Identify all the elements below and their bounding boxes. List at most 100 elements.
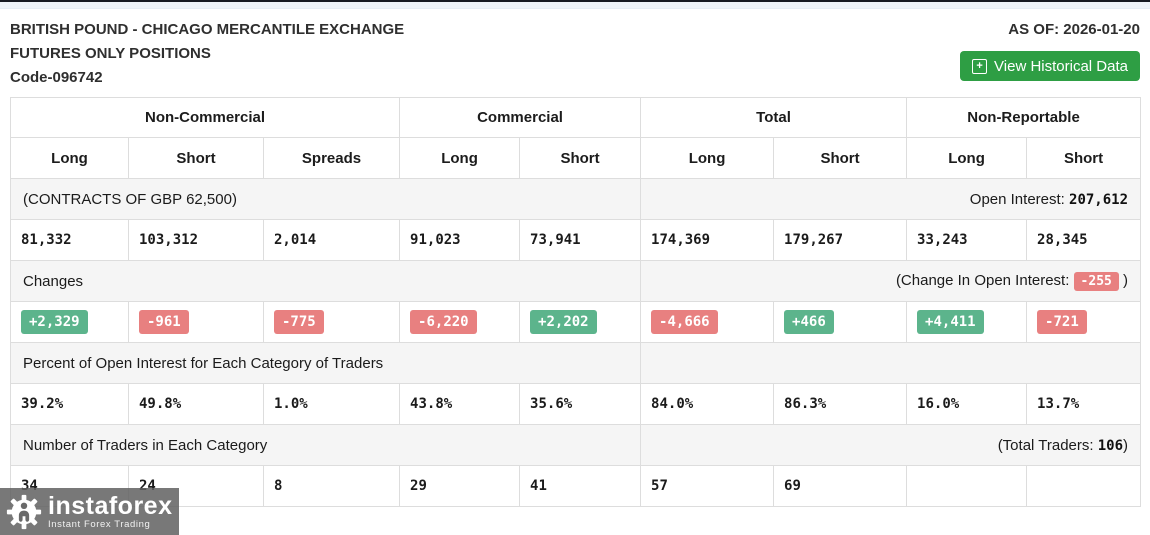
traders-c-long: 29 bbox=[399, 465, 521, 507]
open-interest-label: Open Interest: 207,612 bbox=[640, 178, 1142, 220]
change-oi-suffix: ) bbox=[1118, 271, 1129, 289]
percent-c-short: 35.6% bbox=[519, 383, 642, 425]
col-nc-spreads: Spreads bbox=[262, 137, 401, 179]
instaforex-gear-logo-icon bbox=[6, 494, 42, 529]
as-of-date: AS OF: 2026-01-20 bbox=[1008, 21, 1140, 38]
change-t-short: +466 bbox=[773, 301, 908, 343]
total-traders-text: (Total Traders: bbox=[997, 436, 1098, 454]
position-t-long: 174,369 bbox=[640, 219, 775, 261]
percent-nc-short: 49.8% bbox=[128, 383, 264, 425]
traders-t-short: 69 bbox=[773, 465, 908, 507]
changes-label: Changes bbox=[9, 260, 642, 302]
group-total: Total bbox=[640, 97, 908, 138]
change-badge: +466 bbox=[784, 310, 834, 334]
change-c-long: -6,220 bbox=[399, 301, 521, 343]
watermark-tagline: Instant Forex Trading bbox=[48, 518, 151, 530]
change-nc-long: +2,329 bbox=[10, 301, 129, 343]
change-open-interest-label: (Change In Open Interest: -255 ) bbox=[640, 260, 1142, 302]
percent-nc-long: 39.2% bbox=[10, 383, 129, 425]
traders-nc-spreads: 8 bbox=[262, 465, 401, 507]
report-title: BRITISH POUND - CHICAGO MERCANTILE EXCHA… bbox=[10, 21, 405, 38]
change-nc-spreads: -775 bbox=[262, 301, 401, 343]
traders-nr-long bbox=[906, 465, 1028, 507]
col-nr-short: Short bbox=[1026, 137, 1142, 179]
traders-row: 34 24 8 29 41 57 69 bbox=[10, 465, 1142, 507]
percent-t-long: 84.0% bbox=[640, 383, 775, 425]
header-right: AS OF: 2026-01-20 + View Historical Data bbox=[960, 18, 1140, 81]
change-badge: -6,220 bbox=[410, 310, 477, 334]
position-nr-short: 28,345 bbox=[1026, 219, 1142, 261]
percents-row: 39.2% 49.8% 1.0% 43.8% 35.6% 84.0% 86.3%… bbox=[10, 383, 1142, 425]
changes-band-row: Changes (Change In Open Interest: -255 ) bbox=[9, 260, 1142, 302]
view-historical-data-button[interactable]: + View Historical Data bbox=[960, 51, 1140, 81]
calendar-plus-icon: + bbox=[972, 58, 988, 74]
change-nc-short: -961 bbox=[128, 301, 264, 343]
col-nc-short: Short bbox=[128, 137, 264, 179]
col-nr-long: Long bbox=[906, 137, 1028, 179]
group-non-reportable: Non-Reportable bbox=[906, 97, 1142, 138]
change-nr-long: +4,411 bbox=[906, 301, 1028, 343]
traders-c-short: 41 bbox=[519, 465, 642, 507]
total-traders-suffix: ) bbox=[1123, 436, 1129, 454]
change-badge: +4,411 bbox=[917, 310, 984, 334]
percent-band-row: Percent of Open Interest for Each Catego… bbox=[9, 342, 1142, 384]
total-traders-value: 106 bbox=[1097, 437, 1124, 454]
percent-nc-spreads: 1.0% bbox=[262, 383, 401, 425]
percent-nr-short: 13.7% bbox=[1026, 383, 1142, 425]
traders-nr-short bbox=[1026, 465, 1142, 507]
traders-band-row: Number of Traders in Each Category (Tota… bbox=[9, 424, 1142, 466]
percent-t-short: 86.3% bbox=[773, 383, 908, 425]
change-oi-badge: -255 bbox=[1073, 271, 1119, 291]
percent-nr-long: 16.0% bbox=[906, 383, 1028, 425]
group-non-commercial: Non-Commercial bbox=[9, 97, 401, 138]
contracts-band-row: (CONTRACTS OF GBP 62,500) Open Interest:… bbox=[9, 178, 1142, 220]
position-t-short: 179,267 bbox=[773, 219, 908, 261]
col-c-short: Short bbox=[519, 137, 642, 179]
open-interest-value: 207,612 bbox=[1069, 191, 1129, 208]
change-badge: +2,329 bbox=[21, 310, 88, 334]
position-nc-long: 81,332 bbox=[10, 219, 129, 261]
cot-table: Non-Commercial Commercial Total Non-Repo… bbox=[9, 97, 1142, 507]
position-nc-spreads: 2,014 bbox=[262, 219, 401, 261]
change-oi-text: (Change In Open Interest: bbox=[895, 271, 1074, 289]
group-header-row: Non-Commercial Commercial Total Non-Repo… bbox=[9, 97, 1142, 138]
changes-row: +2,329 -961 -775 -6,220 +2,202 -4,666 +4… bbox=[10, 301, 1142, 343]
total-traders-label: (Total Traders: 106) bbox=[640, 424, 1142, 466]
col-t-long: Long bbox=[640, 137, 775, 179]
contracts-label: (CONTRACTS OF GBP 62,500) bbox=[9, 178, 642, 220]
open-interest-text: Open Interest: bbox=[969, 190, 1070, 208]
positions-row: 81,332 103,312 2,014 91,023 73,941 174,3… bbox=[10, 219, 1142, 261]
position-nc-short: 103,312 bbox=[128, 219, 264, 261]
change-nr-short: -721 bbox=[1026, 301, 1142, 343]
report-header: BRITISH POUND - CHICAGO MERCANTILE EXCHA… bbox=[0, 9, 1150, 90]
position-c-short: 73,941 bbox=[519, 219, 642, 261]
top-border bbox=[0, 0, 1150, 2]
change-badge: -721 bbox=[1037, 310, 1087, 334]
col-nc-long: Long bbox=[10, 137, 129, 179]
percent-label: Percent of Open Interest for Each Catego… bbox=[9, 342, 642, 384]
change-t-long: -4,666 bbox=[640, 301, 775, 343]
watermark-text: instaforex Instant Forex Trading bbox=[48, 491, 173, 530]
percent-c-long: 43.8% bbox=[399, 383, 521, 425]
col-c-long: Long bbox=[399, 137, 521, 179]
change-badge: +2,202 bbox=[530, 310, 597, 334]
position-nr-long: 33,243 bbox=[906, 219, 1028, 261]
change-badge: -4,666 bbox=[651, 310, 718, 334]
change-badge: -961 bbox=[139, 310, 189, 334]
col-t-short: Short bbox=[773, 137, 908, 179]
watermark-brand: instaforex bbox=[48, 491, 173, 520]
change-badge: -775 bbox=[274, 310, 324, 334]
report-code: Code-096742 bbox=[10, 69, 103, 86]
percent-band-spacer bbox=[640, 342, 1142, 384]
title-block: BRITISH POUND - CHICAGO MERCANTILE EXCHA… bbox=[10, 18, 404, 90]
top-strip bbox=[0, 2, 1150, 9]
report-subtitle: FUTURES ONLY POSITIONS bbox=[10, 45, 211, 62]
position-c-long: 91,023 bbox=[399, 219, 521, 261]
traders-t-long: 57 bbox=[640, 465, 775, 507]
traders-label: Number of Traders in Each Category bbox=[9, 424, 642, 466]
change-c-short: +2,202 bbox=[519, 301, 642, 343]
column-header-row: Long Short Spreads Long Short Long Short… bbox=[10, 137, 1142, 179]
instaforex-watermark: instaforex Instant Forex Trading bbox=[0, 488, 179, 535]
group-commercial: Commercial bbox=[399, 97, 642, 138]
view-historical-data-label: View Historical Data bbox=[994, 57, 1128, 75]
